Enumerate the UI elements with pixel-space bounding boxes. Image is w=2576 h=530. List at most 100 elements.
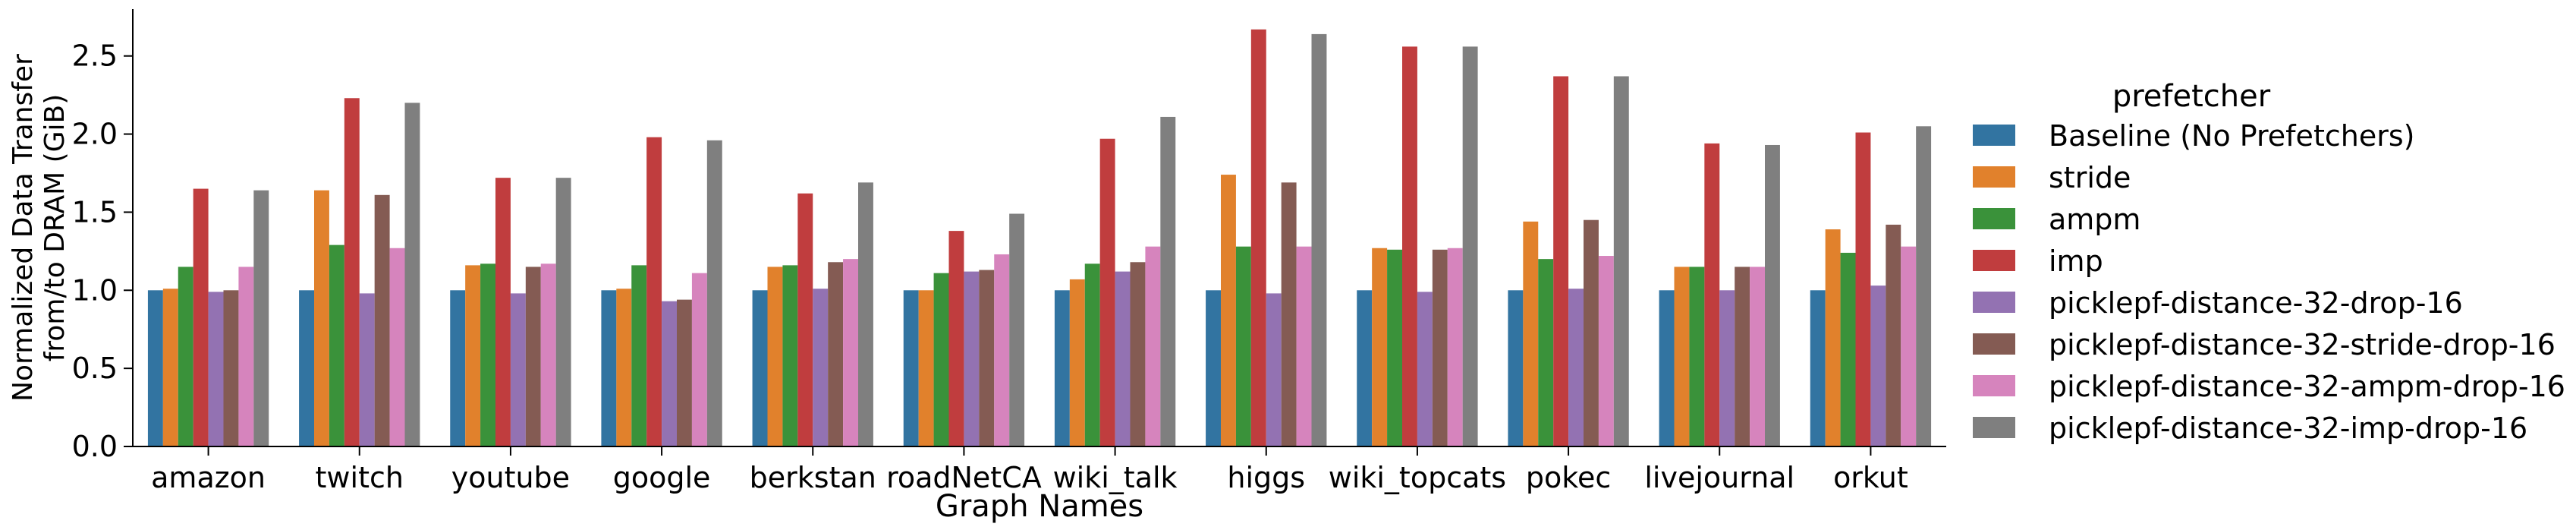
axes (124, 9, 1946, 456)
x-tick-label-google: google (613, 461, 711, 494)
x-tick-label-roadNetCA: roadNetCA (886, 461, 1042, 494)
bar-google-0 (601, 290, 617, 446)
y-tick-label: 1.0 (72, 273, 118, 307)
bar-pokec-7 (1613, 76, 1629, 447)
bar-roadNetCA-3 (948, 231, 964, 446)
bar-youtube-4 (510, 293, 526, 446)
bar-pokec-5 (1584, 219, 1599, 446)
legend-label-0: Baseline (No Prefetchers) (2049, 119, 2414, 153)
legend-label-7: picklepf-distance-32-imp-drop-16 (2049, 412, 2527, 445)
bar-pokec-6 (1598, 256, 1614, 446)
y-tick-label: 0.0 (72, 430, 118, 463)
legend-label-1: stride (2049, 161, 2131, 194)
x-tick-label-berkstan: berkstan (750, 461, 876, 494)
bar-wiki_topcats-1 (1372, 248, 1388, 446)
bar-berkstan-2 (782, 265, 798, 446)
bar-pokec-0 (1508, 290, 1524, 446)
bar-roadNetCA-4 (964, 271, 980, 446)
bar-livejournal-6 (1750, 267, 1765, 446)
bar-google-2 (631, 265, 647, 446)
legend-swatch-0 (1973, 125, 2015, 146)
bar-orkut-3 (1855, 132, 1871, 446)
bar-livejournal-0 (1659, 290, 1675, 446)
legend-swatch-4 (1973, 292, 2015, 313)
bar-pokec-2 (1538, 259, 1554, 446)
y-tick-label: 2.5 (72, 39, 118, 73)
bar-orkut-4 (1870, 286, 1886, 446)
bar-google-7 (706, 140, 722, 447)
bar-livejournal-5 (1735, 267, 1750, 446)
bar-berkstan-3 (797, 193, 813, 447)
x-tick-label-orkut: orkut (1833, 461, 1908, 494)
x-tick-label-youtube: youtube (451, 461, 570, 494)
x-axis-label: Graph Names (936, 489, 1143, 524)
bar-berkstan-7 (858, 182, 873, 446)
bar-wiki_topcats-0 (1357, 290, 1373, 446)
bar-twitch-0 (299, 290, 314, 446)
x-tick-label-amazon: amazon (151, 461, 266, 494)
bar-youtube-5 (525, 267, 541, 446)
x-tick-label-wiki_talk: wiki_talk (1053, 461, 1178, 494)
bar-orkut-7 (1916, 126, 1932, 447)
bar-orkut-6 (1901, 246, 1917, 446)
bar-amazon-6 (238, 267, 254, 446)
bar-amazon-3 (193, 188, 209, 446)
bar-wiki_talk-1 (1069, 279, 1085, 446)
x-tick-label-wiki_topcats: wiki_topcats (1329, 461, 1506, 494)
bar-google-3 (646, 137, 662, 446)
bar-roadNetCA-2 (933, 273, 949, 446)
bar-google-4 (662, 301, 677, 446)
y-tick-labels: 0.0 0.5 1.0 1.5 2.0 2.5 (72, 39, 118, 463)
bar-wiki_topcats-2 (1387, 249, 1402, 446)
y-tick-label: 1.5 (72, 195, 118, 229)
legend-swatch-5 (1973, 333, 2015, 355)
bar-twitch-3 (344, 98, 360, 446)
legend-swatch-7 (1973, 417, 2015, 438)
bar-amazon-0 (147, 290, 163, 446)
bar-wiki_talk-0 (1054, 290, 1070, 446)
bar-roadNetCA-7 (1009, 213, 1025, 446)
bar-berkstan-1 (767, 267, 783, 446)
bar-berkstan-4 (813, 289, 829, 446)
bar-youtube-1 (465, 265, 481, 446)
bar-wiki_topcats-5 (1432, 249, 1448, 446)
bar-wiki_talk-5 (1130, 262, 1146, 446)
bar-livejournal-7 (1765, 144, 1780, 446)
bar-livejournal-2 (1689, 267, 1705, 446)
bar-pokec-4 (1568, 289, 1584, 446)
legend-label-5: picklepf-distance-32-stride-drop-16 (2049, 328, 2556, 361)
x-tick-label-higgs: higgs (1227, 461, 1305, 494)
bar-orkut-1 (1825, 229, 1841, 446)
bar-higgs-5 (1281, 182, 1297, 446)
x-tick-label-pokec: pokec (1526, 461, 1611, 494)
bar-higgs-3 (1250, 29, 1266, 447)
bar-berkstan-6 (843, 259, 858, 446)
y-axis-label-line-2: from/to DRAM (GiB) (39, 94, 71, 362)
bar-higgs-6 (1296, 246, 1312, 446)
legend: prefetcher Baseline (No Prefetchers) stri… (1973, 79, 2565, 445)
bar-youtube-6 (540, 263, 556, 446)
bar-higgs-1 (1221, 175, 1236, 446)
bar-google-5 (677, 299, 692, 446)
bar-livejournal-3 (1704, 143, 1720, 446)
bar-orkut-0 (1810, 290, 1826, 446)
bar-amazon-4 (208, 292, 224, 446)
bar-berkstan-0 (752, 290, 768, 446)
y-tick-label: 2.0 (72, 118, 118, 151)
x-tick-labels: amazon twitch youtube google berkstan roadNet… (151, 461, 1908, 494)
legend-swatch-1 (1973, 166, 2015, 188)
legend-label-3: imp (2049, 244, 2103, 278)
bar-youtube-3 (495, 178, 511, 447)
bar-twitch-7 (404, 103, 420, 446)
bar-youtube-7 (555, 178, 571, 447)
bar-wiki_talk-6 (1145, 246, 1161, 446)
bar-livejournal-4 (1719, 290, 1735, 446)
bar-orkut-2 (1840, 252, 1856, 446)
bar-wiki_topcats-6 (1447, 248, 1463, 446)
bar-roadNetCA-5 (979, 270, 995, 446)
bar-amazon-2 (178, 267, 193, 446)
bar-livejournal-1 (1674, 267, 1690, 446)
legend-swatch-3 (1973, 250, 2015, 271)
bar-wiki_talk-7 (1160, 116, 1176, 446)
bar-wiki_topcats-3 (1402, 46, 1417, 447)
